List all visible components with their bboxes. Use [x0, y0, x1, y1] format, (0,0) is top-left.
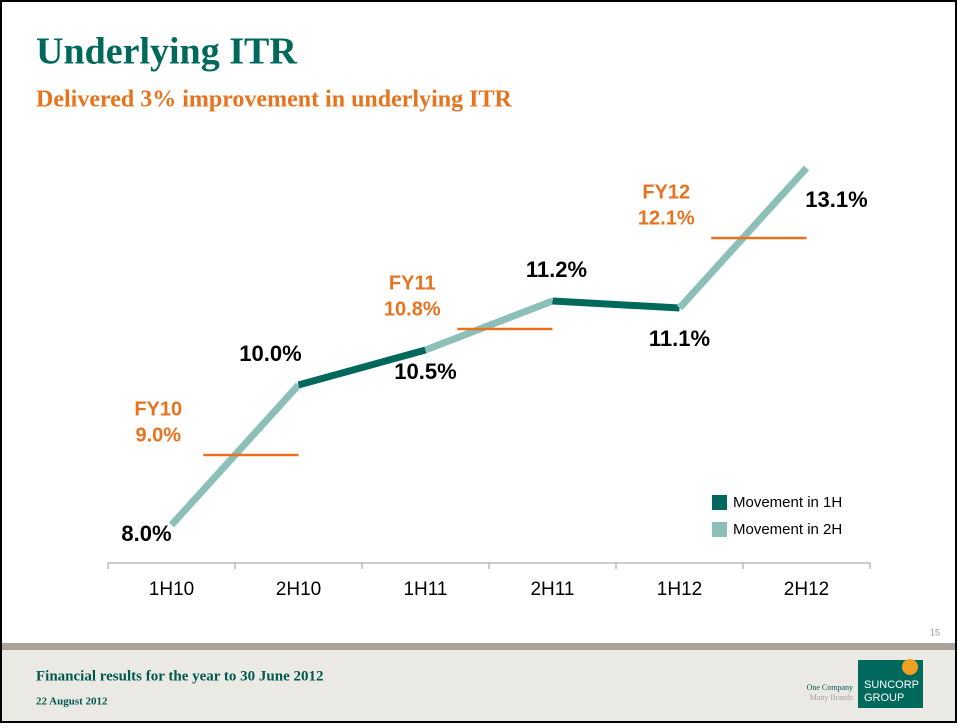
- fy-label: FY10: [134, 398, 182, 420]
- logo-text: GROUP: [864, 692, 904, 704]
- line-segment: [424, 297, 554, 354]
- subtitle: Delivered 3% improvement in underlying I…: [36, 87, 512, 113]
- title: Underlying ITR: [36, 31, 297, 73]
- legend-swatch: [712, 495, 727, 510]
- tagline: Many Brands: [810, 693, 853, 702]
- tagline: One Company: [807, 683, 853, 692]
- x-tick-label: 2H10: [276, 579, 321, 600]
- footer-title: Financial results for the year to 30 Jun…: [36, 668, 324, 684]
- line-segment: [297, 346, 427, 389]
- x-tick-label: 2H11: [530, 579, 574, 600]
- footer-date: 22 August 2012: [36, 696, 108, 708]
- fy-label: FY12: [642, 181, 690, 203]
- logo-sun: [902, 659, 918, 675]
- footer-rule: [0, 643, 957, 650]
- footer-band: [0, 650, 957, 723]
- legend-swatch: [712, 522, 727, 537]
- logo-text: SUNCORP: [864, 679, 919, 691]
- data-label: 8.0%: [121, 521, 171, 546]
- x-tick-label: 2H12: [784, 579, 829, 600]
- page-number: 15: [930, 627, 940, 637]
- fy-value-label: 10.8%: [384, 298, 441, 320]
- legend-label: Movement in 2H: [733, 521, 842, 538]
- fy-value-label: 9.0%: [135, 424, 181, 446]
- fy-label: FY11: [389, 272, 436, 294]
- fy-value-label: 12.1%: [638, 207, 695, 229]
- data-label: 10.5%: [394, 359, 456, 384]
- x-tick-label: 1H10: [149, 579, 194, 600]
- x-tick-label: 1H11: [403, 579, 447, 600]
- data-label: 10.0%: [239, 341, 301, 366]
- data-label: 11.2%: [526, 257, 587, 282]
- data-label: 11.1%: [649, 326, 710, 351]
- x-tick-label: 1H12: [657, 579, 702, 600]
- line-segment: [552, 297, 680, 312]
- legend-label: Movement in 1H: [733, 494, 842, 511]
- data-label: 13.1%: [805, 187, 867, 212]
